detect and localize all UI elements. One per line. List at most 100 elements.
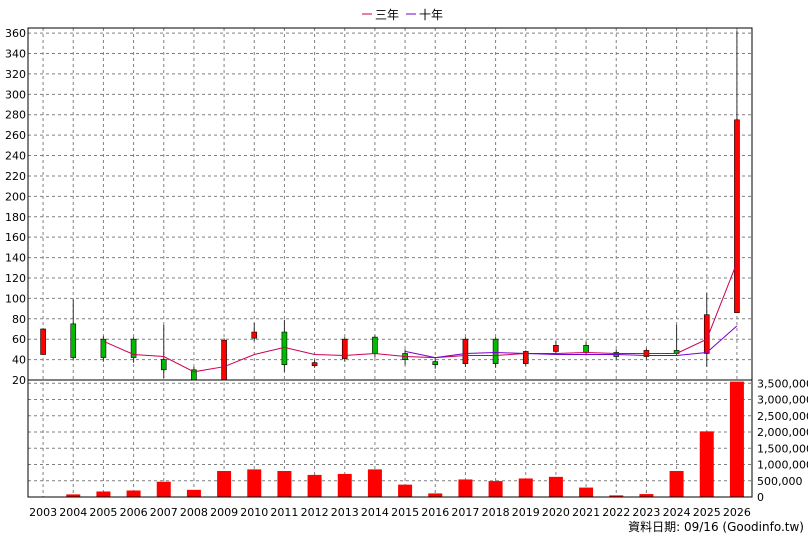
- candle-body: [522, 351, 529, 364]
- candle-body: [734, 119, 740, 313]
- volume-bar: [156, 481, 171, 497]
- data-date-credit: 資料日期: 09/16 (Goodinfo.tw): [628, 520, 804, 534]
- year-tick-label: 2013: [331, 506, 359, 519]
- candle-body: [492, 338, 499, 364]
- price-tick-label: 180: [5, 211, 26, 224]
- volume-bar: [96, 491, 111, 497]
- candle-body: [281, 331, 288, 365]
- price-tick-label: 280: [5, 109, 26, 122]
- price-tick-label: 360: [5, 27, 26, 40]
- candle-body: [432, 361, 439, 365]
- volume-bar: [579, 487, 594, 497]
- year-tick-label: 2010: [240, 506, 268, 519]
- volume-bar: [548, 476, 563, 497]
- candle-body: [160, 359, 167, 371]
- candle-body: [130, 338, 137, 358]
- volume-bar: [699, 431, 714, 497]
- year-tick-label: 2004: [59, 506, 87, 519]
- volume-bar: [669, 471, 684, 497]
- volume-tick-label: 0: [757, 491, 764, 504]
- volume-bar: [367, 469, 382, 497]
- year-tick-label: 2020: [542, 506, 570, 519]
- price-tick-label: 240: [5, 150, 26, 163]
- volume-tick-label: 3,000,000: [757, 394, 808, 407]
- volume-bar: [458, 479, 473, 497]
- volume-tick-label: 3,500,000: [757, 377, 808, 390]
- price-tick-label: 40: [12, 354, 26, 367]
- year-tick-label: 2023: [632, 506, 660, 519]
- volume-panel-frame: [27, 379, 753, 498]
- volume-bar: [247, 469, 262, 497]
- volume-bar: [488, 481, 503, 497]
- candlesticks: [40, 31, 740, 380]
- year-tick-label: 2005: [89, 506, 117, 519]
- year-tick-label: 2018: [482, 506, 510, 519]
- volume-bar: [307, 474, 322, 497]
- volume-bar: [217, 471, 232, 497]
- candle-body: [100, 338, 107, 358]
- legend: 三年 十年: [362, 8, 443, 22]
- axes: 20 40 60 80 100 120 140 160 180 200 220 240 260 280 30…: [5, 27, 808, 519]
- legend-three-year-label: 三年: [375, 8, 399, 22]
- volume-bar: [518, 478, 533, 497]
- ten-year-line: [404, 325, 738, 359]
- candle-body: [462, 338, 469, 364]
- year-tick-label: 2015: [391, 506, 419, 519]
- volume-bar: [428, 493, 443, 497]
- moving-average-lines: [103, 262, 738, 373]
- volume-tick-label: 2,500,000: [757, 410, 808, 423]
- year-tick-label: 2025: [693, 506, 721, 519]
- legend-ten-year-label: 十年: [419, 8, 443, 22]
- candle-body: [191, 369, 197, 380]
- candle-body: [221, 339, 227, 380]
- price-tick-label: 260: [5, 129, 26, 142]
- candle-body: [583, 345, 589, 353]
- price-tick-label: 160: [5, 231, 26, 244]
- candle-body: [372, 336, 378, 354]
- volume-tick-label: 2,000,000: [757, 426, 808, 439]
- volume-tick-label: 500,000: [757, 475, 803, 488]
- candle-body: [251, 331, 258, 339]
- volume-bar: [126, 490, 141, 497]
- volume-bar: [337, 473, 352, 497]
- price-tick-label: 20: [12, 374, 26, 387]
- volume-tick-label: 1,000,000: [757, 459, 808, 472]
- grid-layer: [28, 28, 752, 498]
- year-tick-label: 2011: [270, 506, 298, 519]
- volume-bar: [639, 494, 654, 497]
- year-tick-label: 2008: [180, 506, 208, 519]
- price-tick-label: 80: [12, 313, 26, 326]
- candle-body: [40, 328, 46, 355]
- candle-body: [553, 345, 559, 352]
- year-tick-label: 2022: [602, 506, 630, 519]
- price-panel-frame: [27, 27, 753, 381]
- candle-body: [311, 362, 318, 367]
- volume-bar: [729, 381, 744, 497]
- year-tick-label: 2026: [723, 506, 751, 519]
- year-tick-label: 2003: [29, 506, 57, 519]
- price-tick-label: 140: [5, 252, 26, 265]
- year-tick-label: 2014: [361, 506, 389, 519]
- price-tick-label: 100: [5, 292, 26, 305]
- price-tick-label: 300: [5, 88, 26, 101]
- year-tick-label: 2024: [663, 506, 691, 519]
- year-tick-label: 2016: [421, 506, 449, 519]
- candle-body: [341, 338, 348, 359]
- volume-bar: [186, 489, 201, 497]
- volume-bar: [277, 471, 292, 497]
- price-tick-label: 220: [5, 170, 26, 183]
- year-tick-label: 2012: [301, 506, 329, 519]
- price-tick-label: 320: [5, 68, 26, 81]
- volume-bar: [398, 484, 413, 497]
- year-tick-label: 2019: [512, 506, 540, 519]
- volume-bars: [36, 381, 744, 498]
- volume-bar: [66, 494, 81, 497]
- three-year-line: [103, 262, 738, 373]
- volume-tick-label: 1,500,000: [757, 442, 808, 455]
- year-tick-label: 2017: [451, 506, 479, 519]
- year-tick-label: 2006: [120, 506, 148, 519]
- price-tick-label: 340: [5, 48, 26, 61]
- year-tick-label: 2009: [210, 506, 238, 519]
